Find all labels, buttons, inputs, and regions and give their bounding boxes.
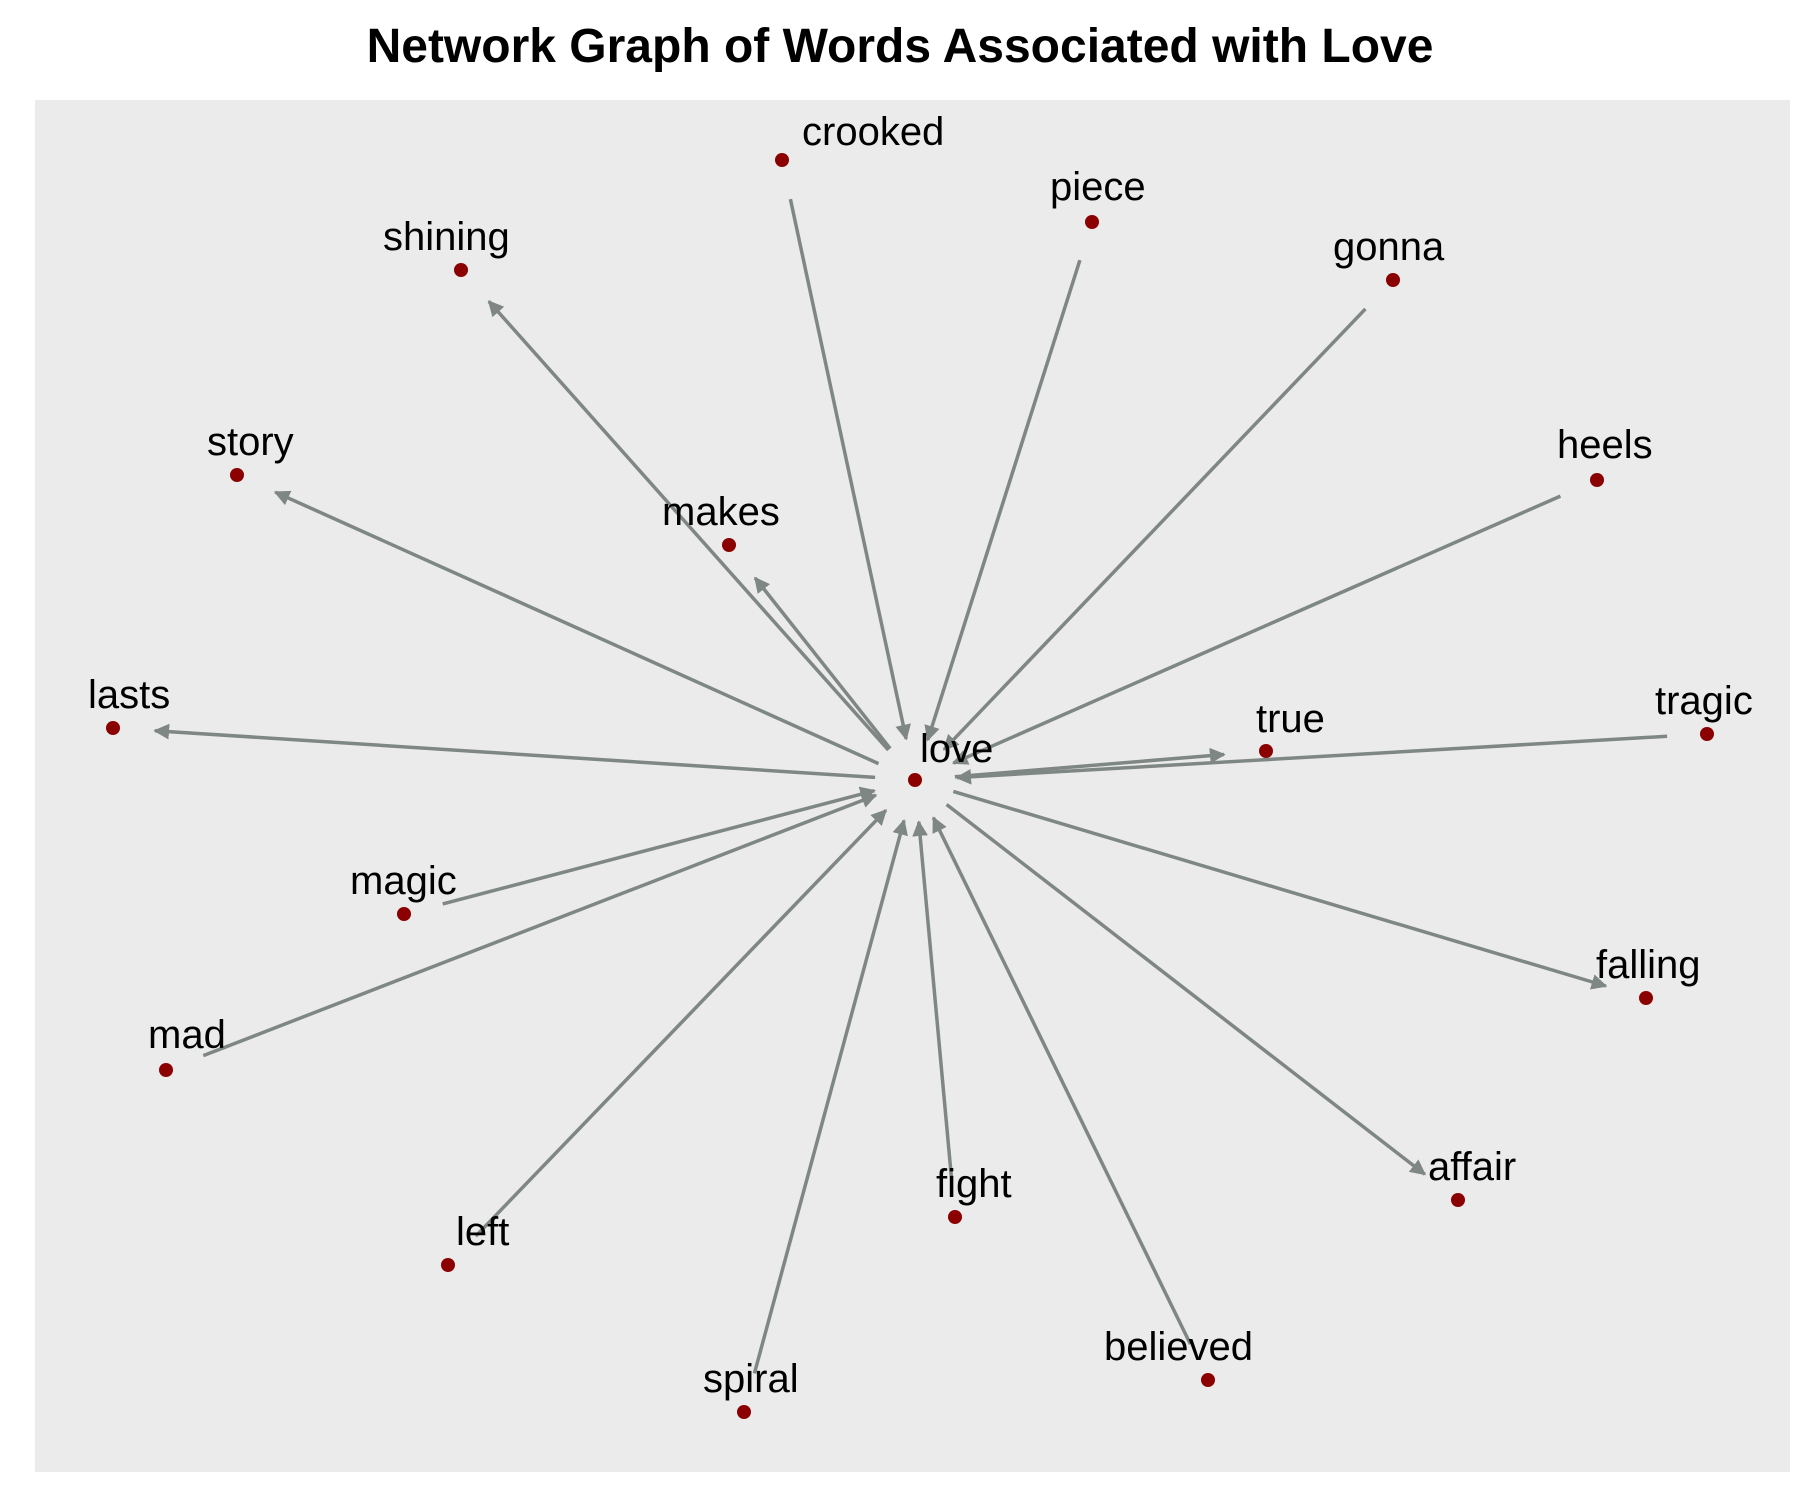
node-label-tragic: tragic <box>1655 679 1753 723</box>
node-piece: piece <box>1050 165 1146 229</box>
edge-love-to-makes <box>753 576 892 750</box>
node-label-makes: makes <box>662 490 780 534</box>
node-falling: falling <box>1596 943 1701 1005</box>
node-mad: mad <box>148 1013 226 1077</box>
node-label-love: love <box>920 727 993 771</box>
chart-title: Network Graph of Words Associated with L… <box>367 20 1434 73</box>
node-spiral: spiral <box>703 1357 799 1419</box>
node-dot-magic <box>397 907 411 921</box>
edge-magic-to-love <box>442 786 876 906</box>
node-tragic: tragic <box>1655 679 1753 741</box>
node-dot-piece <box>1085 215 1099 229</box>
node-label-fight: fight <box>936 1162 1012 1206</box>
edge-love-to-shining <box>487 300 890 752</box>
node-label-lasts: lasts <box>88 673 170 717</box>
node-left: left <box>441 1210 509 1272</box>
edge-fight-to-love <box>912 820 954 1178</box>
node-label-affair: affair <box>1428 1145 1516 1189</box>
node-dot-mad <box>159 1063 173 1077</box>
node-dot-love <box>908 773 922 787</box>
edges-layer <box>153 198 1668 1374</box>
node-label-gonna: gonna <box>1333 225 1445 269</box>
node-label-falling: falling <box>1596 943 1701 987</box>
node-dot-crooked <box>775 153 789 167</box>
node-magic: magic <box>350 859 457 921</box>
edge-love-to-falling <box>952 789 1608 990</box>
node-dot-affair <box>1451 1193 1465 1207</box>
node-dot-story <box>230 468 244 482</box>
edge-love-to-affair <box>945 803 1427 1176</box>
node-label-spiral: spiral <box>703 1357 799 1401</box>
node-label-story: story <box>207 420 294 464</box>
node-dot-spiral <box>737 1405 751 1419</box>
node-dot-makes <box>722 538 736 552</box>
edge-tragic-to-love <box>955 734 1668 785</box>
edge-heels-to-love <box>951 494 1562 765</box>
edge-believed-to-love <box>931 816 1192 1345</box>
nodes-layer: love crooked piece gonna shining heels story ma… <box>88 110 1753 1419</box>
node-label-crooked: crooked <box>802 110 944 154</box>
node-label-shining: shining <box>383 215 510 259</box>
edge-love-to-true <box>954 747 1226 779</box>
node-shining: shining <box>383 215 510 277</box>
node-fight: fight <box>936 1162 1012 1224</box>
node-makes: makes <box>662 490 780 552</box>
edge-love-to-story <box>273 490 880 766</box>
node-dot-gonna <box>1386 273 1400 287</box>
edge-piece-to-love <box>924 259 1082 742</box>
node-dot-left <box>441 1258 455 1272</box>
node-story: story <box>207 420 294 482</box>
node-dot-believed <box>1201 1373 1215 1387</box>
node-label-true: true <box>1256 697 1325 741</box>
node-dot-fight <box>948 1210 962 1224</box>
node-lasts: lasts <box>88 673 170 735</box>
node-dot-true <box>1259 744 1273 758</box>
node-label-magic: magic <box>350 859 457 903</box>
node-dot-heels <box>1590 473 1604 487</box>
node-crooked: crooked <box>775 110 944 167</box>
node-label-mad: mad <box>148 1013 226 1057</box>
edge-crooked-to-love <box>788 198 911 741</box>
node-dot-tragic <box>1700 727 1714 741</box>
node-label-believed: believed <box>1104 1325 1253 1369</box>
node-label-piece: piece <box>1050 165 1146 209</box>
node-heels: heels <box>1557 423 1653 487</box>
node-dot-lasts <box>106 721 120 735</box>
edge-spiral-to-love <box>752 818 908 1374</box>
node-label-left: left <box>456 1210 509 1254</box>
node-label-heels: heels <box>1557 423 1653 467</box>
edge-left-to-love <box>474 809 888 1238</box>
node-love: love <box>908 727 993 787</box>
node-affair: affair <box>1428 1145 1516 1207</box>
edge-gonna-to-love <box>942 307 1367 751</box>
node-true: true <box>1256 697 1325 758</box>
edge-mad-to-love <box>202 792 878 1058</box>
node-dot-falling <box>1639 991 1653 1005</box>
node-believed: believed <box>1104 1325 1253 1387</box>
node-gonna: gonna <box>1333 225 1445 287</box>
edge-love-to-lasts <box>153 723 876 780</box>
node-dot-shining <box>454 263 468 277</box>
